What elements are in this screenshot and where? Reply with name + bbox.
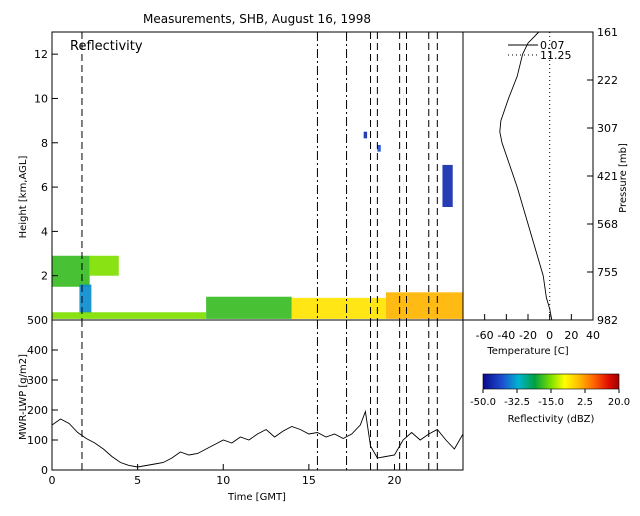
temperature-x-tick-label-1: -40 <box>497 329 515 342</box>
panel-label: Reflectivity <box>70 39 143 54</box>
colorbar-gradient <box>482 373 620 390</box>
lwp-y-ticks: 0 100 200 300 400 500 <box>27 314 58 477</box>
pressure-tick-label-6: 982 <box>597 314 618 327</box>
colorbar-tick-label-1: -32.5 <box>504 397 530 408</box>
reflectivity-y-tick-label-3: 8 <box>41 137 48 150</box>
reflectivity-y-tick-label-2: 6 <box>41 181 48 194</box>
reflectivity-event-lines <box>81 32 438 320</box>
pressure-tick-label-2: 307 <box>597 122 618 135</box>
temperature-x-label: Temperature [C] <box>486 346 568 357</box>
temperature-x-ticks: -60 -40 -20 0 20 40 <box>476 314 600 342</box>
colorbar: -50.0 -32.5 -15.0 2.5 20.0 Reflectivity (dBZ… <box>470 373 630 425</box>
chart-title: Measurements, SHB, August 16, 1998 <box>143 12 371 26</box>
lwp-y-tick-label-2: 200 <box>27 404 48 417</box>
time-x-tick-label-4: 20 <box>388 474 402 487</box>
pressure-tick-label-4: 568 <box>597 218 618 231</box>
reflectivity-frame <box>51 31 464 321</box>
reflectivity-y-tick-label-0: 2 <box>41 270 48 283</box>
reflectivity-y-label: Height [km,AGL] <box>18 156 29 239</box>
temperature-x-tick-label-0: -60 <box>476 329 494 342</box>
reflectivity-y-ticks: 2 4 6 8 10 12 <box>34 48 58 283</box>
echo-region-8 <box>363 131 368 139</box>
lwp-frame <box>51 319 464 471</box>
colorbar-ticks: -50.0 -32.5 -15.0 2.5 20.0 <box>470 389 630 408</box>
time-x-label: Time [GMT] <box>227 492 286 503</box>
lwp-y-tick-label-3: 300 <box>27 374 48 387</box>
time-x-tick-label-3: 15 <box>302 474 316 487</box>
echo-region-4 <box>206 296 292 319</box>
pressure-tick-label-5: 755 <box>597 266 618 279</box>
pressure-label: Pressure [mb] <box>618 143 629 213</box>
reflectivity-y-tick-label-4: 10 <box>34 92 48 105</box>
temperature-x-tick-label-5: 40 <box>586 329 600 342</box>
pressure-tick-label-0: 161 <box>597 26 618 39</box>
legend-solid-label: 0.07 <box>540 39 565 52</box>
lwp-y-tick-label-5: 500 <box>27 314 48 327</box>
lwp-series-line <box>51 409 464 468</box>
time-x-tick-label-0: 0 <box>49 474 56 487</box>
lwp-y-label: MWR-LWP [g/m2] <box>18 354 29 440</box>
colorbar-tick-label-4: 20.0 <box>608 397 630 408</box>
pressure-tick-label-1: 222 <box>597 74 618 87</box>
reflectivity-panel: 2 4 6 8 10 12 Reflectivity Height [km,AGL] <box>18 31 464 321</box>
legend-dotted-label: 11.25 <box>540 49 572 62</box>
pressure-ticks: 161 222 307 421 568 755 982 <box>587 26 618 327</box>
reflectivity-y-tick-label-1: 4 <box>41 225 48 238</box>
echo-region-1 <box>89 255 119 276</box>
colorbar-tick-label-2: -15.0 <box>538 397 564 408</box>
temperature-profile-line <box>499 31 553 321</box>
reflectivity-echoes <box>52 131 463 319</box>
echo-region-7 <box>442 164 453 208</box>
echo-region-0 <box>52 255 90 287</box>
temperature-x-tick-label-4: 20 <box>564 329 578 342</box>
echo-region-2 <box>79 284 92 314</box>
pressure-tick-label-3: 421 <box>597 170 618 183</box>
colorbar-tick-label-3: 2.5 <box>577 397 593 408</box>
echo-region-3 <box>52 312 207 319</box>
lwp-event-lines <box>81 320 438 470</box>
lwp-y-tick-label-4: 400 <box>27 344 48 357</box>
lwp-y-tick-label-0: 0 <box>41 464 48 477</box>
sounding-legend: 0.07 11.25 <box>508 39 572 62</box>
echo-region-9 <box>377 144 381 152</box>
temperature-x-tick-label-2: -20 <box>519 329 537 342</box>
time-x-tick-label-2: 10 <box>216 474 230 487</box>
echo-region-6 <box>385 292 463 319</box>
colorbar-label: Reflectivity (dBZ) <box>508 414 595 425</box>
sounding-panel: 161 222 307 421 568 755 982 -60 -40 -20 0 20 40 Tem… <box>462 26 629 357</box>
lwp-panel: 0 100 200 300 400 500 0 5 10 15 20 MWR-LWP [g/m2]… <box>18 314 464 503</box>
echo-region-5 <box>291 297 386 319</box>
lwp-y-tick-label-1: 100 <box>27 434 48 447</box>
reflectivity-y-tick-label-5: 12 <box>34 48 48 61</box>
colorbar-tick-label-0: -50.0 <box>470 397 496 408</box>
sounding-frame <box>462 31 594 321</box>
temperature-x-tick-label-3: 0 <box>546 329 553 342</box>
time-x-tick-label-1: 5 <box>134 474 141 487</box>
lwp-x-ticks: 0 5 10 15 20 <box>49 464 402 487</box>
